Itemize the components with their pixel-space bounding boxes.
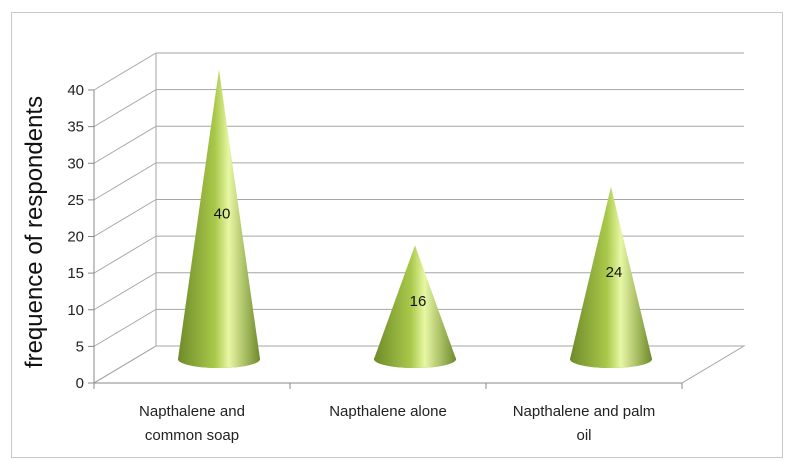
side-gridline — [93, 272, 157, 311]
side-gridline — [93, 125, 157, 164]
y-tick-label: 30 — [67, 155, 84, 172]
cone — [570, 186, 652, 368]
y-tick-label: 40 — [67, 82, 84, 99]
y-tick-label: 15 — [67, 265, 84, 282]
chart-frame — [11, 12, 783, 458]
x-category-label: Napthalene and common soap — [139, 403, 245, 444]
y-tick-label: 25 — [67, 192, 84, 209]
x-category-label: Napthalene alone — [329, 403, 447, 420]
x-category-label-line: oil — [576, 427, 591, 444]
cone-body — [178, 69, 260, 368]
cones — [178, 69, 652, 368]
x-category-label-line: Napthalene and — [139, 403, 245, 420]
data-label: 24 — [606, 264, 623, 281]
x-category-label-line: common soap — [145, 427, 239, 444]
axes — [88, 53, 746, 389]
side-gridline — [93, 52, 157, 91]
x-category-label-line: Napthalene and palm — [513, 403, 656, 420]
y-tick-label: 5 — [76, 338, 84, 355]
y-tick-label: 10 — [67, 302, 84, 319]
y-tick-label: 35 — [67, 119, 84, 136]
side-gridline — [93, 308, 157, 347]
side-gridline — [93, 199, 157, 237]
cone-body — [570, 186, 652, 368]
side-gridline — [93, 235, 157, 274]
y-tick-label: 0 — [76, 375, 84, 392]
x-category-label-line: Napthalene alone — [329, 403, 447, 420]
cone — [178, 69, 260, 368]
side-gridline — [93, 89, 157, 128]
y-tick-label: 20 — [67, 229, 84, 246]
cone-body — [374, 245, 456, 368]
labels: 0 5 10 15 20 25 30 35 40 40 16 24 Napthalene and comm… — [67, 82, 655, 444]
x-category-label: Napthalene and palm oil — [513, 403, 656, 444]
cone — [374, 245, 456, 368]
data-label: 16 — [410, 293, 427, 310]
y-axis-title: frequence of respondents — [21, 96, 48, 368]
data-label: 40 — [214, 205, 231, 222]
side-gridline — [93, 162, 157, 201]
